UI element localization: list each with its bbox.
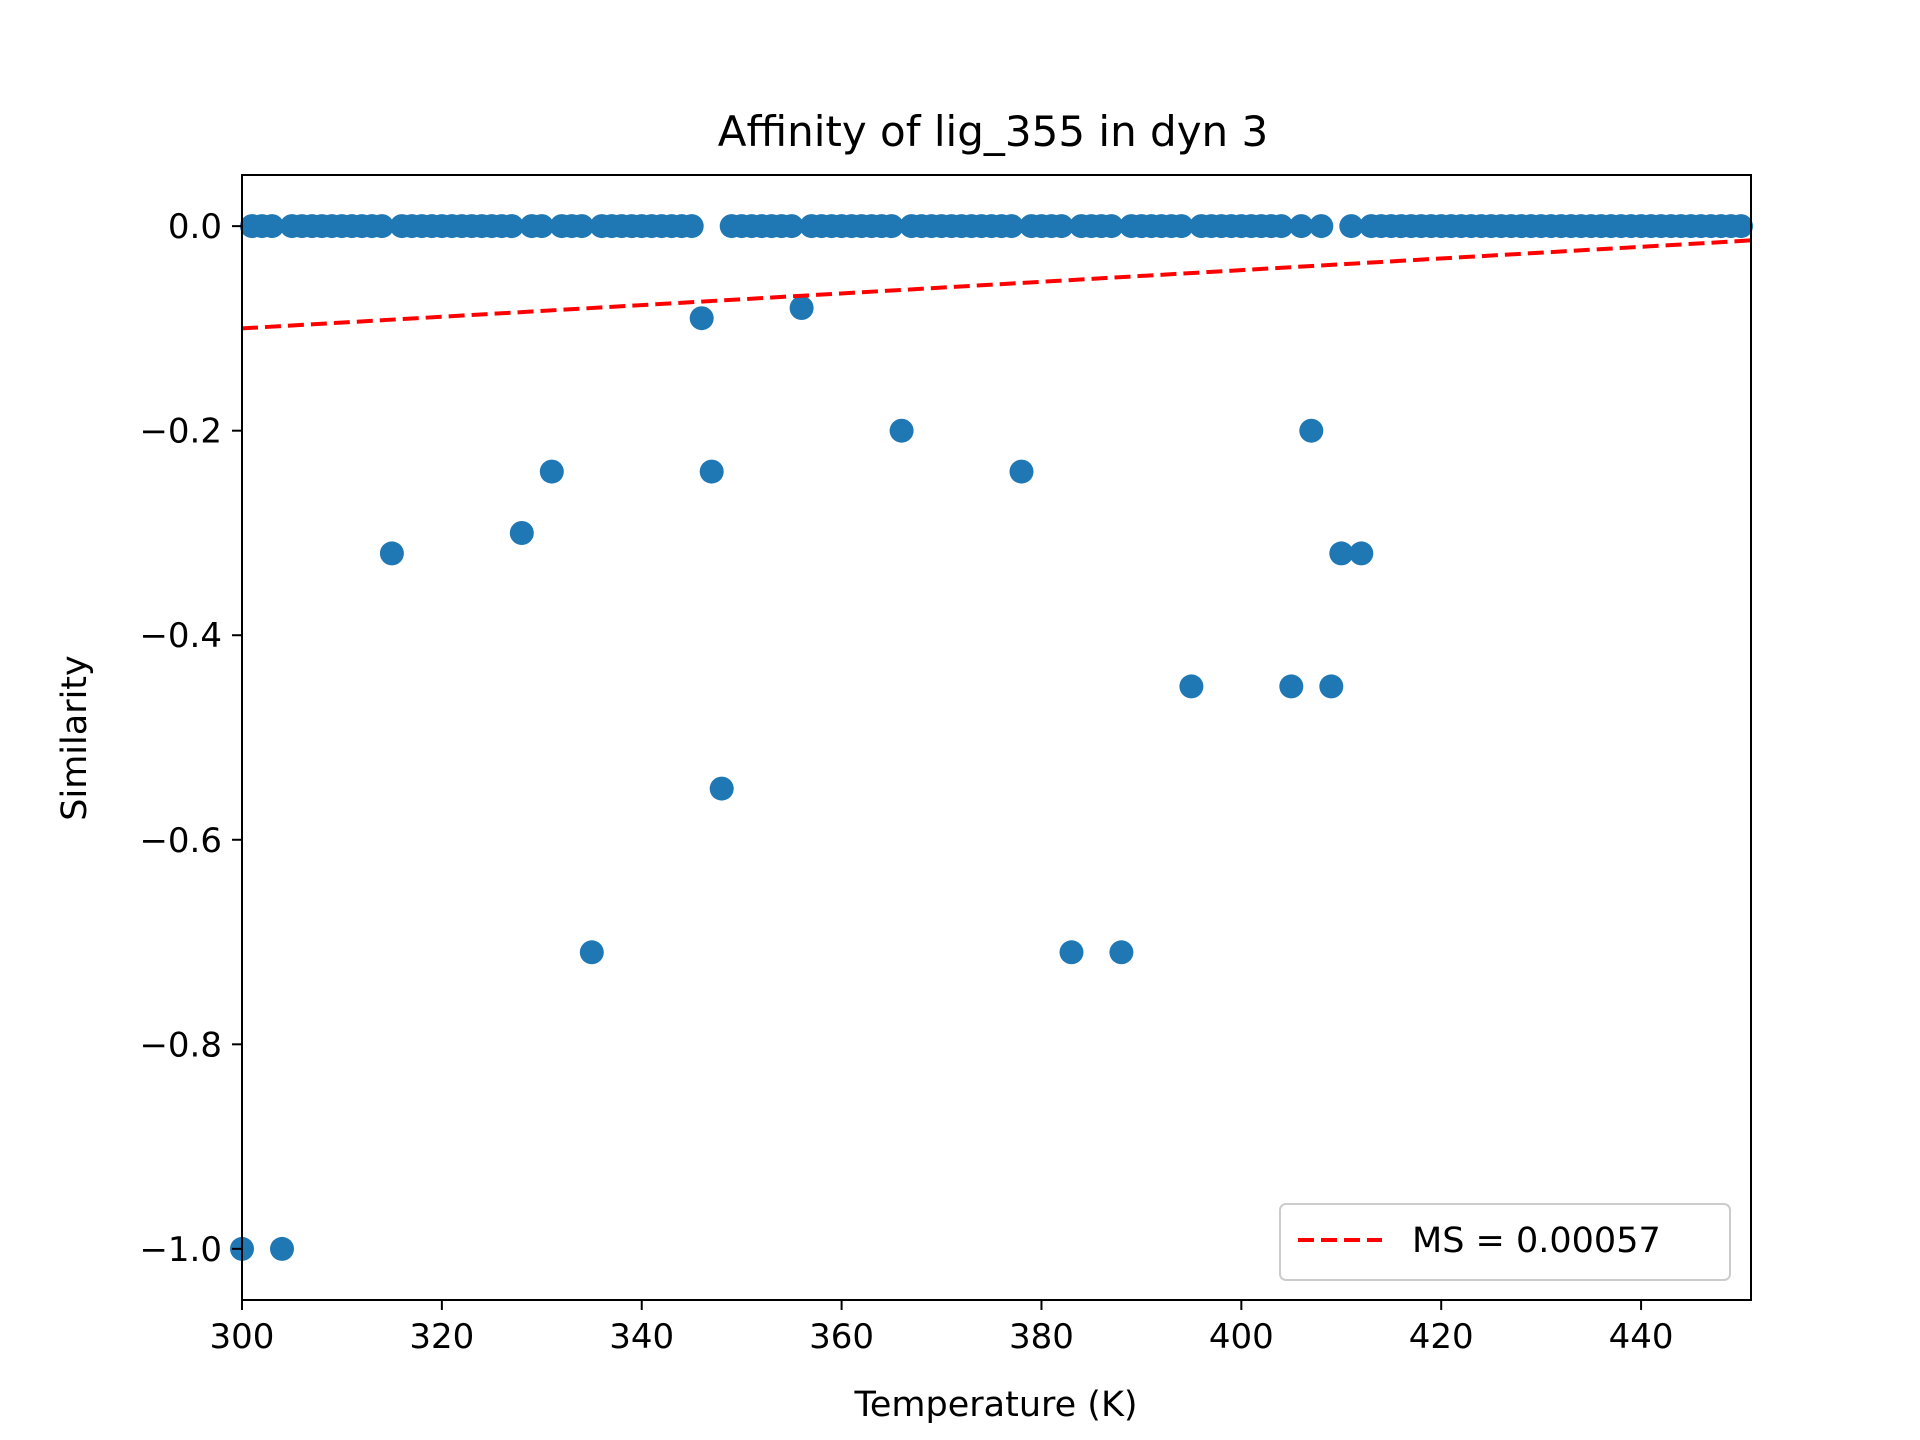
scatter-point xyxy=(569,214,594,239)
scatter-point xyxy=(889,418,914,443)
scatter-point xyxy=(779,214,804,239)
scatter-point xyxy=(1309,214,1334,239)
chart-title: Affinity of lig_355 in dyn 3 xyxy=(718,107,1269,156)
x-tick-label: 360 xyxy=(809,1317,874,1357)
scatter-point xyxy=(699,459,724,484)
x-axis-label: Temperature (K) xyxy=(853,1385,1137,1425)
scatter-point xyxy=(709,776,734,801)
scatter-point xyxy=(270,1236,294,1261)
x-tick-label: 400 xyxy=(1209,1317,1274,1357)
y-tick-label: −0.2 xyxy=(139,412,222,452)
scatter-point xyxy=(1049,214,1074,239)
scatter-point xyxy=(1179,674,1204,699)
x-tick-label: 440 xyxy=(1609,1317,1674,1357)
scatter-point xyxy=(679,214,704,239)
x-tick-label: 320 xyxy=(409,1317,474,1357)
scatter-point xyxy=(1059,940,1084,965)
x-axis: 300 320 340 360 380 400 420 440 xyxy=(210,1300,1674,1357)
y-axis: 0.0 −0.2 −0.4 −0.6 −0.8 −1.0 xyxy=(139,207,242,1270)
scatter-point xyxy=(1009,459,1034,484)
scatter-point xyxy=(579,940,604,965)
x-tick-label: 380 xyxy=(1009,1317,1074,1357)
scatter-point xyxy=(539,459,564,484)
y-tick-label: 0.0 xyxy=(168,207,222,247)
scatter-point xyxy=(1299,418,1324,443)
scatter-point xyxy=(1169,214,1194,239)
plot-frame xyxy=(241,174,1752,1301)
x-tick-label: 340 xyxy=(609,1317,674,1357)
scatter-point xyxy=(1319,674,1344,699)
y-tick-label: −0.4 xyxy=(139,616,222,656)
legend: MS = 0.00057 xyxy=(1279,1203,1731,1281)
legend-box xyxy=(1279,1203,1731,1281)
scatter-point xyxy=(369,214,394,239)
plot-layer xyxy=(230,214,1753,1261)
scatter-point xyxy=(509,521,534,545)
scatter-point xyxy=(1349,541,1374,566)
scatter-point xyxy=(499,214,524,239)
scatter-point xyxy=(1279,674,1304,699)
scatter-point xyxy=(1339,214,1364,239)
scatter-point xyxy=(1109,940,1134,965)
scatter-point xyxy=(260,214,284,239)
x-tick-label: 420 xyxy=(1409,1317,1474,1357)
scatter-point xyxy=(529,214,554,239)
scatter-point xyxy=(879,214,904,239)
scatter-point xyxy=(789,296,814,320)
y-axis-label: Similarity xyxy=(55,655,95,820)
y-tick-label: −0.8 xyxy=(139,1025,222,1065)
scatter-point xyxy=(689,306,714,331)
scatter-point xyxy=(1329,541,1354,566)
scatter-point xyxy=(379,541,404,566)
scatter-point xyxy=(1729,214,1753,239)
scatter-point xyxy=(1099,214,1124,239)
x-tick-label: 300 xyxy=(210,1317,275,1357)
scatter-point xyxy=(1289,214,1314,239)
scatter-point xyxy=(1269,214,1294,239)
y-tick-label: −0.6 xyxy=(139,821,222,861)
scatter-point xyxy=(999,214,1024,239)
y-tick-label: −1.0 xyxy=(139,1230,222,1270)
legend-label: MS = 0.00057 xyxy=(1412,1221,1661,1261)
